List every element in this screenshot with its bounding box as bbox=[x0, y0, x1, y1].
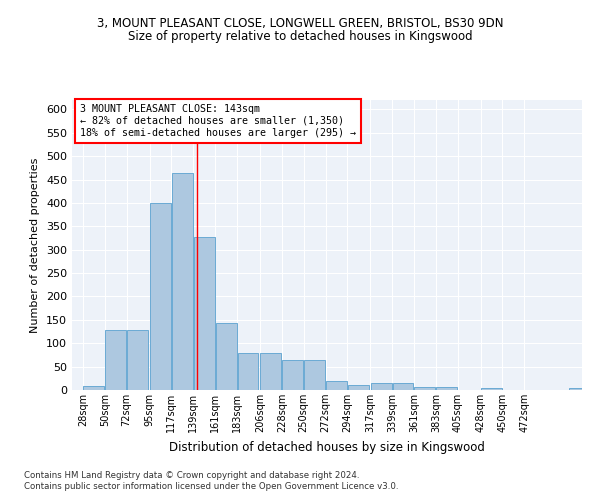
Text: 3, MOUNT PLEASANT CLOSE, LONGWELL GREEN, BRISTOL, BS30 9DN: 3, MOUNT PLEASANT CLOSE, LONGWELL GREEN,… bbox=[97, 18, 503, 30]
Bar bbox=[238, 353, 259, 390]
Bar bbox=[106, 330, 126, 390]
Bar bbox=[150, 203, 171, 390]
Bar bbox=[481, 388, 502, 390]
Bar bbox=[436, 387, 457, 390]
Text: Contains HM Land Registry data © Crown copyright and database right 2024.: Contains HM Land Registry data © Crown c… bbox=[24, 470, 359, 480]
Bar bbox=[371, 384, 392, 390]
Bar bbox=[392, 384, 413, 390]
Bar bbox=[282, 360, 303, 390]
Bar bbox=[127, 330, 148, 390]
Text: Contains public sector information licensed under the Open Government Licence v3: Contains public sector information licen… bbox=[24, 482, 398, 491]
Bar bbox=[304, 360, 325, 390]
X-axis label: Distribution of detached houses by size in Kingswood: Distribution of detached houses by size … bbox=[169, 440, 485, 454]
Bar bbox=[326, 381, 347, 390]
Bar bbox=[83, 386, 104, 390]
Bar bbox=[215, 323, 236, 390]
Bar bbox=[348, 385, 369, 390]
Y-axis label: Number of detached properties: Number of detached properties bbox=[31, 158, 40, 332]
Bar bbox=[172, 174, 193, 390]
Bar bbox=[260, 353, 281, 390]
Text: 3 MOUNT PLEASANT CLOSE: 143sqm
← 82% of detached houses are smaller (1,350)
18% : 3 MOUNT PLEASANT CLOSE: 143sqm ← 82% of … bbox=[80, 104, 356, 138]
Text: Size of property relative to detached houses in Kingswood: Size of property relative to detached ho… bbox=[128, 30, 472, 43]
Bar bbox=[415, 386, 436, 390]
Bar bbox=[569, 388, 589, 390]
Bar bbox=[194, 236, 215, 390]
